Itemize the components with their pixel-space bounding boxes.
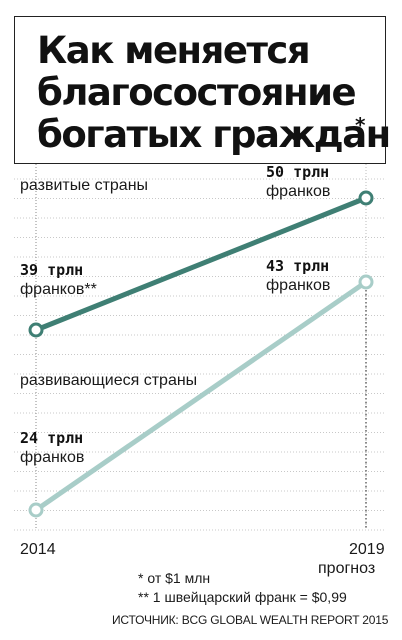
- source-note: ИСТОЧНИК: BCG GLOBAL WEALTH REPORT 2015: [112, 613, 389, 627]
- data-point-developed-2014: [28, 322, 44, 338]
- data-label-developed-2014-value: 39 трлн: [20, 261, 84, 279]
- data-label-developing-2014-value: 24 трлн: [20, 429, 84, 447]
- footnote-2: ** 1 швейцарский франк = $0,99: [138, 589, 347, 605]
- title-line-2: благосостояние: [37, 71, 357, 114]
- title-line-3: богатых граждан: [37, 113, 391, 156]
- data-label-developing-2019-unit: франков: [266, 277, 331, 294]
- series-label-developed: развитые страны: [20, 177, 149, 194]
- data-label-developed-2014-unit: франков**: [20, 281, 97, 298]
- data-point-developing-2014: [28, 502, 44, 518]
- x-tick-2014: 2014: [20, 541, 56, 558]
- data-label-developing-2014-unit: франков: [20, 449, 85, 466]
- x-tick-2019-sublabel: прогноз: [318, 560, 376, 577]
- title-asterisk: *: [355, 113, 366, 137]
- data-point-developed-2019: [358, 190, 374, 206]
- data-label-developing-2019-value: 43 трлн: [266, 257, 330, 275]
- title-line-1: Как меняется: [37, 29, 311, 72]
- data-label-developed-2019-value: 50 трлн: [266, 163, 330, 181]
- series-line-developing: [33, 279, 369, 513]
- data-point-developing-2019: [358, 274, 374, 290]
- footnote-1: * от $1 млн: [138, 570, 211, 586]
- x-tick-2019: 2019: [349, 541, 385, 558]
- series-label-developing: развивающиеся страны: [20, 372, 198, 389]
- title-box: Как меняется благосостояние богатых граж…: [14, 16, 391, 164]
- series-line-developed: [33, 195, 369, 333]
- data-label-developed-2019-unit: франков: [266, 183, 331, 200]
